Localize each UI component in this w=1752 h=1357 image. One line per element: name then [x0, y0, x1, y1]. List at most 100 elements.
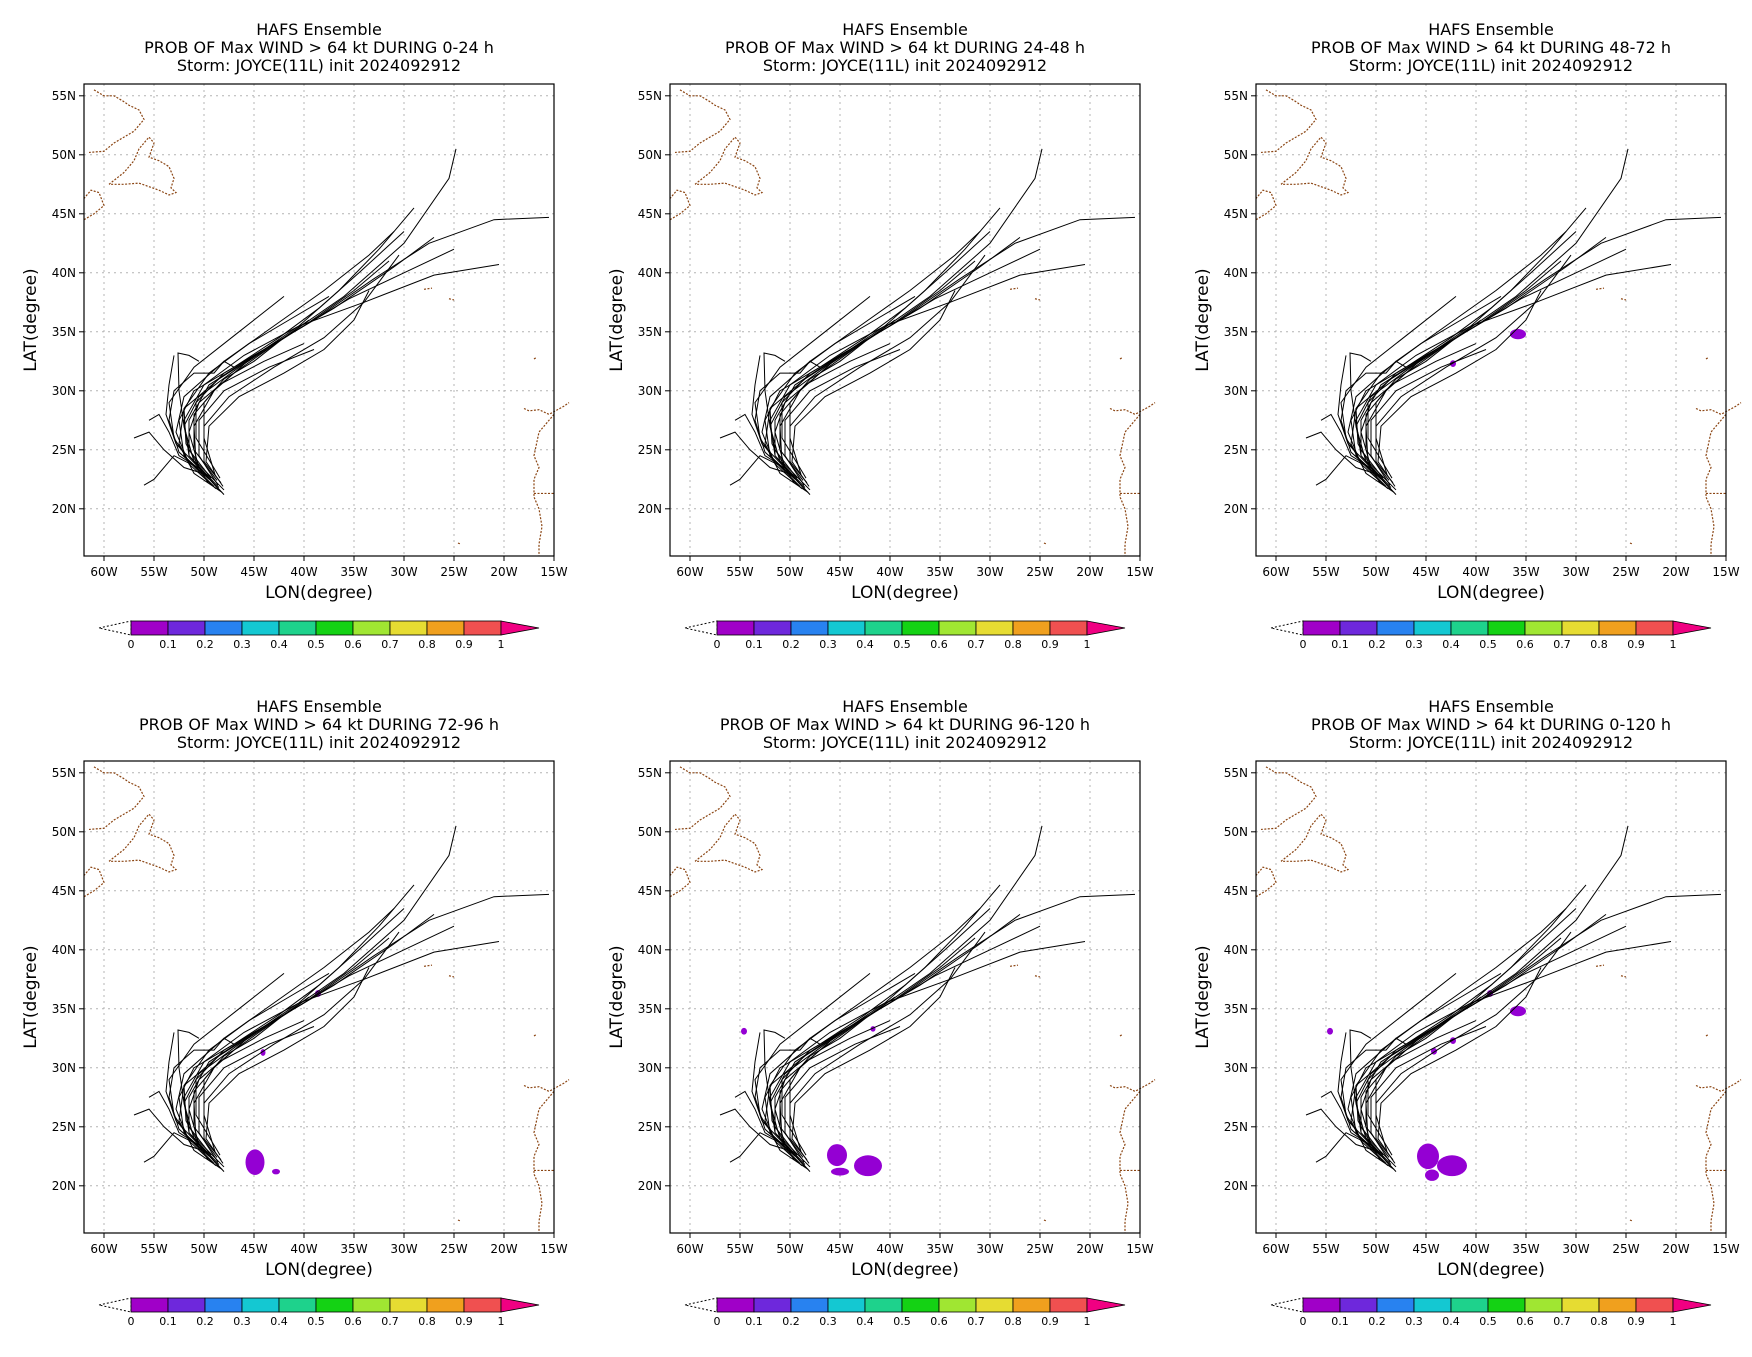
ensemble-tracks: [133, 825, 550, 1172]
coastline: [1255, 89, 1742, 556]
ensemble-track: [769, 972, 916, 1161]
y-tick-label: 25N: [1224, 443, 1248, 457]
colorbar-label: 0.4: [1442, 1315, 1460, 1328]
colorbar-label: 0.5: [307, 1315, 325, 1328]
ensemble-track: [1337, 1032, 1375, 1149]
colorbar-segment: [864, 1297, 903, 1313]
panel-title: HAFS Ensemble: [842, 697, 968, 716]
ensemble-track: [1350, 236, 1607, 493]
coast-newfoundland: [1280, 813, 1350, 873]
y-tick-label: 30N: [638, 1061, 662, 1075]
probability-area: [741, 1027, 747, 1035]
colorbar-segment: [352, 620, 391, 636]
coast-azores: [1009, 964, 1019, 967]
colorbar-segment: [204, 1297, 243, 1313]
colorbar-label: 0.2: [1368, 638, 1386, 651]
colorbar-segment: [1450, 620, 1489, 636]
coast-canaries: [1109, 1079, 1156, 1093]
colorbar-segment: [463, 1297, 502, 1313]
colorbar-segment: [1635, 1297, 1674, 1313]
ensemble-track: [133, 431, 211, 477]
x-tick-label: 55W: [140, 1242, 167, 1256]
colorbar-segment: [389, 1297, 428, 1313]
coast-labrador: [674, 89, 731, 154]
colorbar-over-arrow: [1672, 620, 1712, 636]
coast-labrador: [1260, 766, 1317, 831]
x-tick-label: 40W: [290, 565, 317, 579]
y-tick-label: 50N: [52, 148, 76, 162]
ensemble-track: [1360, 148, 1629, 495]
coast-labrador: [674, 766, 731, 831]
colorbar-label: 0.6: [930, 1315, 948, 1328]
ensemble-tracks: [133, 148, 550, 495]
ensemble-track: [789, 319, 896, 475]
ensemble-track: [183, 295, 330, 484]
x-tick-label: 40W: [290, 1242, 317, 1256]
coast-madeira: [533, 357, 537, 360]
colorbar-under-arrow: [1270, 620, 1304, 636]
colorbar-segment: [716, 1297, 755, 1313]
x-tick-label: 60W: [90, 1242, 117, 1256]
coast-canaries: [1695, 1079, 1742, 1093]
colorbar-label: 0.3: [819, 638, 837, 651]
x-tick-label: 35W: [340, 1242, 367, 1256]
ensemble-track: [143, 1132, 201, 1163]
colorbar-label: 0.1: [745, 1315, 763, 1328]
x-tick-label: 25W: [440, 1242, 467, 1256]
panel-storm-label: Storm: JOYCE(11L) init 2024092912: [1349, 733, 1633, 752]
coast-labrador: [88, 89, 145, 154]
ensemble-track: [1315, 455, 1373, 486]
colorbar-label: 0.9: [1627, 1315, 1645, 1328]
x-axis-label: LON(degree): [265, 583, 373, 603]
ensemble-tracks: [719, 148, 1136, 495]
coastline: [669, 766, 1156, 1233]
plot-frame: [669, 83, 1141, 557]
colorbar-label: 0.9: [1627, 638, 1645, 651]
y-axis-label: LAT(degree): [21, 945, 41, 1048]
coast-nova_scotia: [83, 866, 105, 898]
x-tick-label: 45W: [826, 1242, 853, 1256]
ensemble-track: [734, 1090, 785, 1145]
coast-labrador: [1260, 89, 1317, 154]
ensemble-track: [781, 207, 1001, 479]
x-tick-label: 55W: [1312, 1242, 1339, 1256]
x-axis-label: LON(degree): [265, 1260, 373, 1280]
x-tick-label: 35W: [1512, 1242, 1539, 1256]
coast-cape_verde: [1629, 1219, 1634, 1222]
ensemble-track: [1375, 319, 1482, 475]
ensemble-track: [1305, 431, 1383, 477]
colorbar-segment: [426, 1297, 465, 1313]
colorbar-label: 0.2: [196, 638, 214, 651]
colorbar-label: 0.4: [856, 638, 874, 651]
colorbar-segment: [1635, 620, 1674, 636]
colorbar-label: 0.8: [1004, 638, 1022, 651]
y-tick-label: 30N: [52, 384, 76, 398]
coast-azores: [423, 964, 433, 967]
colorbar-segment: [130, 1297, 169, 1313]
colorbar-under-arrow: [1270, 1297, 1304, 1313]
ensemble-track: [165, 1032, 203, 1149]
panel-title: HAFS Ensemble: [842, 20, 968, 39]
x-tick-label: 25W: [1026, 565, 1053, 579]
x-tick-label: 15W: [540, 565, 567, 579]
colorbar-segment: [901, 1297, 940, 1313]
ensemble-track: [1375, 996, 1482, 1152]
colorbar-label: 0.8: [1004, 1315, 1022, 1328]
coast-labrador: [88, 766, 145, 831]
ensemble-track: [203, 996, 310, 1152]
coastline: [669, 89, 1156, 556]
ensemble-track: [789, 254, 986, 484]
colorbar-segment: [389, 620, 428, 636]
colorbar-under-arrow: [684, 620, 718, 636]
x-tick-label: 30W: [976, 1242, 1003, 1256]
ensemble-track: [1350, 913, 1607, 1170]
colorbar-segment: [352, 1297, 391, 1313]
colorbar-label: 0.8: [1590, 638, 1608, 651]
y-tick-label: 40N: [1224, 943, 1248, 957]
colorbar-over-arrow: [1672, 1297, 1712, 1313]
